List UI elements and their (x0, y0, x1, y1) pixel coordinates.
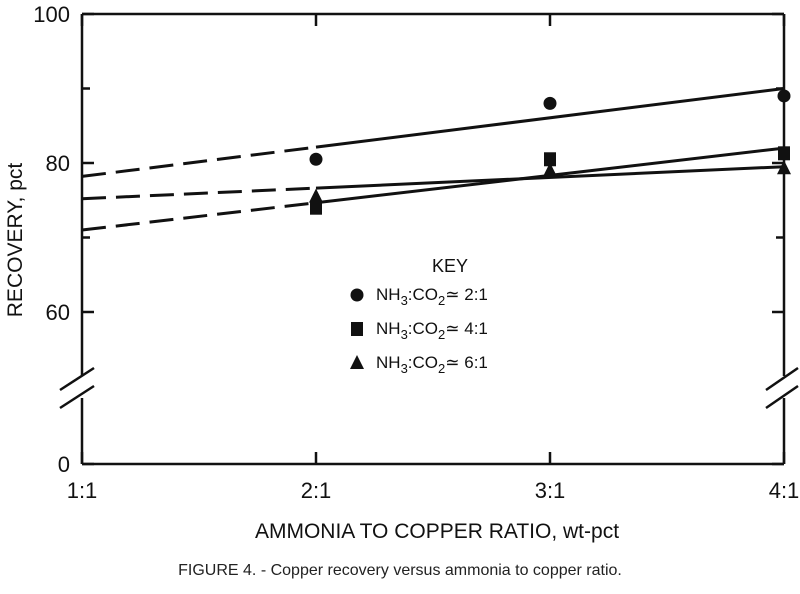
fit-line-solid (315, 87, 785, 149)
legend-text-part: NH (376, 353, 401, 372)
legend-text-part: :CO (408, 353, 438, 372)
data-point-triangle (309, 188, 323, 203)
legend-text-part: 2 (438, 361, 445, 376)
legend-text-part: 2 (438, 327, 445, 342)
fit-line-solid (315, 165, 785, 190)
legend-marker-triangle (350, 355, 364, 369)
data-point-triangle (543, 162, 557, 177)
legend-marker-square (351, 322, 363, 336)
legend-text-part: :CO (408, 285, 438, 304)
legend-text-part: NH (376, 285, 401, 304)
fit-lines (81, 87, 785, 232)
chart: 0 60 80 100 1:1 2:1 3:1 4:1 AMMONIA TO COPPER … (4, 2, 800, 543)
fit-line-dashed (81, 186, 317, 201)
legend-text-part: :CO (408, 319, 438, 338)
data-point-circle (777, 89, 791, 103)
axis-break-marks (59, 366, 799, 410)
legend-title: KEY (432, 256, 468, 276)
y-tick-label: 100 (33, 2, 70, 27)
x-axis-label: AMMONIA TO COPPER RATIO, wt-pct (255, 520, 619, 543)
x-tick-label: 2:1 (301, 478, 332, 503)
data-point-circle (543, 96, 557, 110)
legend-item-label: NH3:CO2≃ 2:1 (376, 285, 488, 308)
legend-text-part: ≃ 6:1 (445, 353, 488, 372)
fit-line-dashed (81, 145, 317, 178)
legend-text-part: 3 (401, 327, 408, 342)
data-point-circle (309, 152, 323, 166)
figure-caption: FIGURE 4. - Copper recovery versus ammon… (178, 562, 622, 579)
legend-text-part: 3 (401, 293, 408, 308)
y-axis-label: RECOVERY, pct (4, 163, 27, 318)
legend-text-part: NH (376, 319, 401, 338)
x-tick-label: 1:1 (67, 478, 98, 503)
y-tick-label: 60 (46, 300, 70, 325)
plot-frame (80, 12, 786, 466)
fit-line-dashed (81, 201, 317, 232)
legend-item-label: NH3:CO2≃ 4:1 (376, 319, 488, 342)
y-tick-label: 80 (46, 151, 70, 176)
legend-marker-circle (350, 288, 364, 302)
legend-text-part: ≃ 2:1 (445, 285, 488, 304)
x-tick-label: 3:1 (535, 478, 566, 503)
data-point-triangle (777, 160, 791, 175)
x-tick-label: 4:1 (769, 478, 800, 503)
data-point-square (310, 200, 322, 215)
axis-break-mark (59, 384, 95, 410)
data-points (309, 89, 791, 215)
data-point-square (544, 152, 556, 167)
axis-break-mark (765, 384, 799, 410)
legend-text-part: ≃ 4:1 (445, 319, 488, 338)
axis-break-mark (59, 366, 95, 392)
y-axis: 0 60 80 100 (33, 2, 784, 477)
legend-item-label: NH3:CO2≃ 6:1 (376, 353, 488, 376)
y-tick-label: 0 (58, 452, 70, 477)
legend-text-part: 2 (438, 293, 445, 308)
axis-break-mark (765, 366, 799, 392)
data-point-square (778, 146, 790, 161)
x-axis: 1:1 2:1 3:1 4:1 (67, 14, 800, 503)
legend-text-part: 3 (401, 361, 408, 376)
